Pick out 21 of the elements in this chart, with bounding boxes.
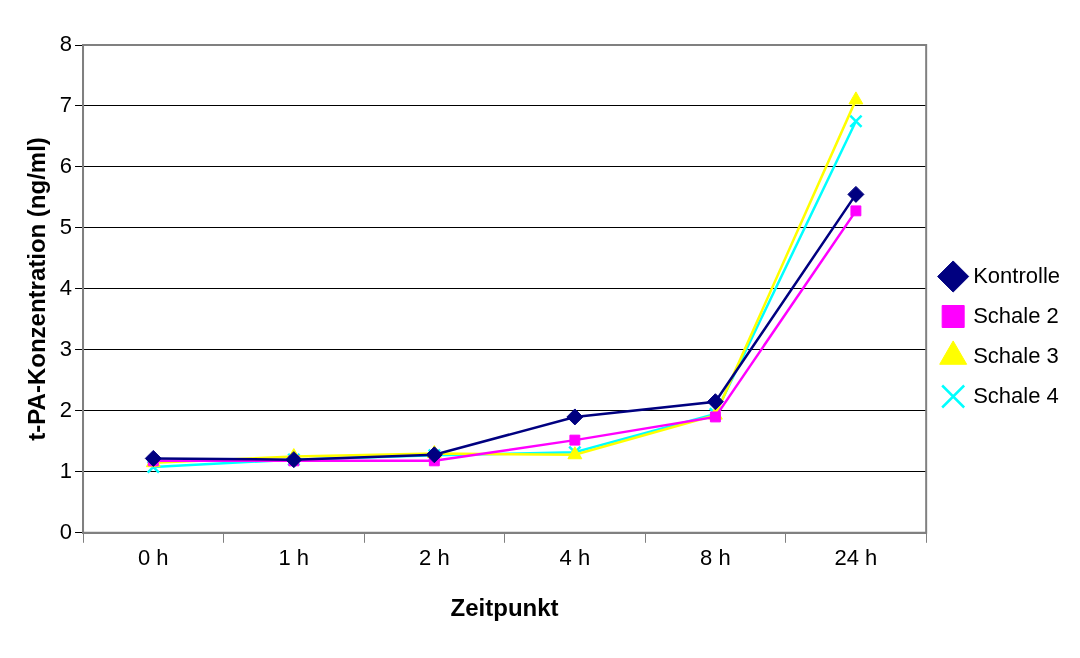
x-tick-label: 1 h xyxy=(278,545,310,571)
x-tick-label: 8 h xyxy=(700,545,731,571)
y-tick-label: 4 xyxy=(59,274,73,300)
legend-label: Schale 4 xyxy=(973,382,1059,408)
y-axis-title: t-PA-Konzentration (ng/ml) xyxy=(23,137,51,441)
y-tick-label: 3 xyxy=(59,335,73,361)
legend-label: Schale 2 xyxy=(973,302,1059,328)
legend-label: Schale 3 xyxy=(973,342,1059,368)
x-axis-title: Zeitpunkt xyxy=(450,594,559,622)
y-tick-label: 5 xyxy=(59,213,73,239)
x-tick-label: 4 h xyxy=(559,545,591,571)
y-tick-label: 8 xyxy=(59,31,73,57)
y-tick-label: 2 xyxy=(59,396,73,422)
x-tick-label: 24 h xyxy=(834,545,878,571)
y-tick-label: 6 xyxy=(59,153,73,179)
y-tick-label: 7 xyxy=(59,92,73,118)
y-tick-label: 1 xyxy=(59,457,73,483)
y-tick-label: 0 xyxy=(59,518,73,544)
legend-label: Kontrolle xyxy=(973,262,1061,288)
x-tick-label: 0 h xyxy=(138,545,169,571)
x-tick-label: 2 h xyxy=(419,545,450,571)
